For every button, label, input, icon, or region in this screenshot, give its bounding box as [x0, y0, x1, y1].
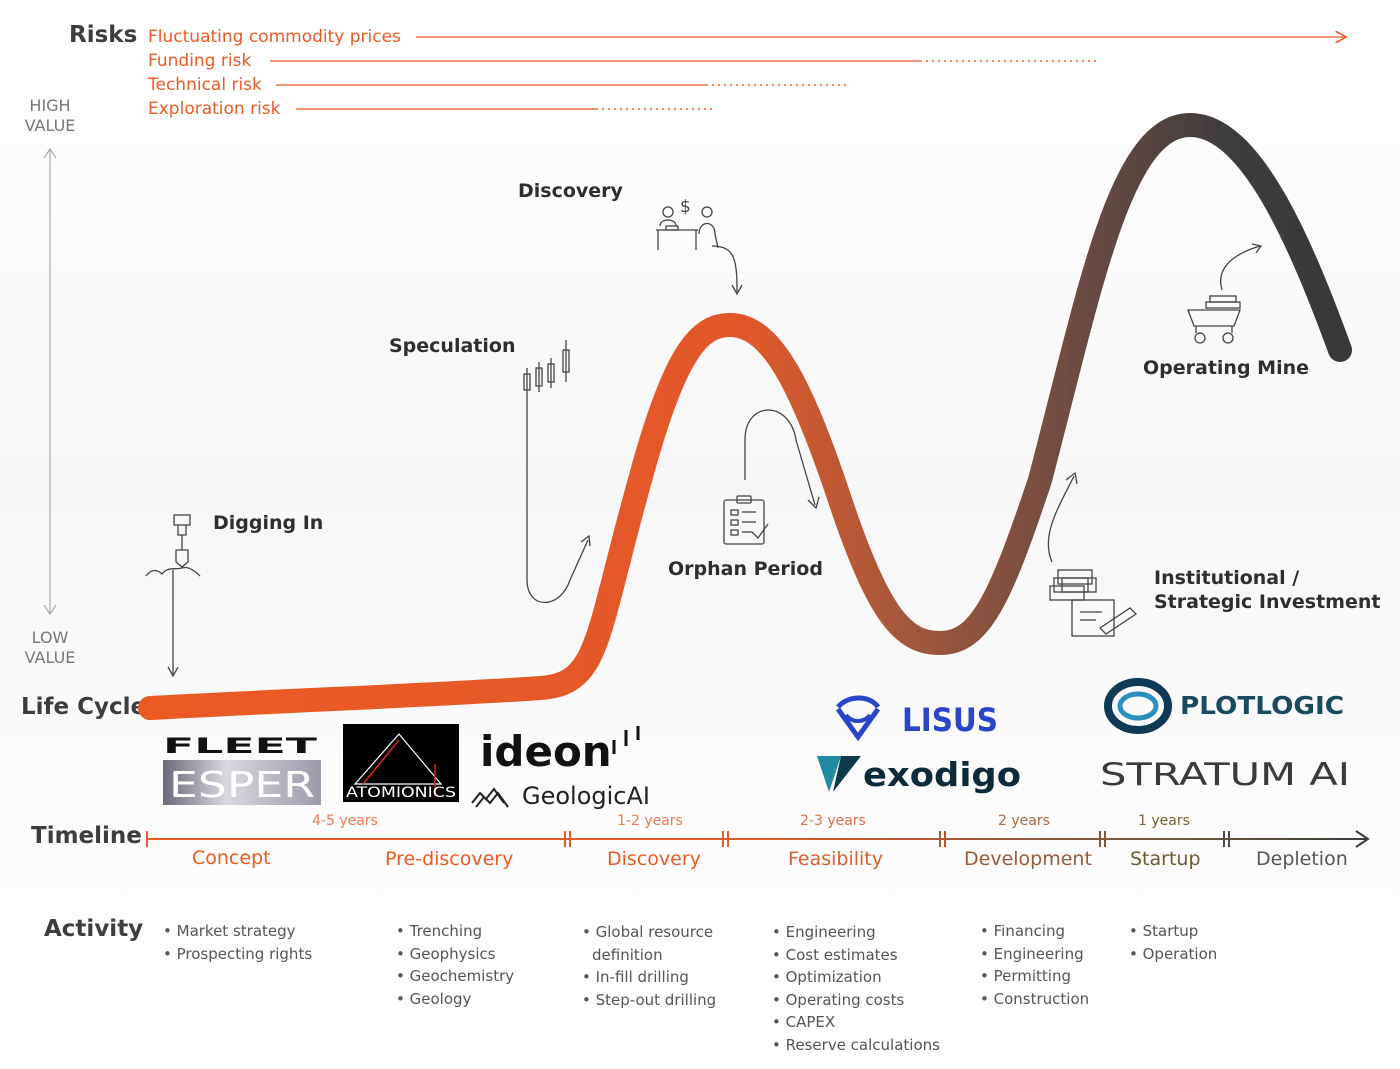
drill-icon — [145, 514, 201, 577]
activity-item: Trenching — [396, 920, 566, 943]
exodigo-logo: exodigo — [817, 755, 1021, 794]
svg-text:LISUS: LISUS — [902, 701, 998, 739]
activity-list-startup: Startup Operation — [1129, 920, 1249, 965]
svg-text:$: $ — [680, 197, 691, 217]
ideon-logo: ideon — [480, 726, 640, 772]
operating-arrow — [1220, 245, 1261, 291]
activity-item: Financing — [980, 920, 1120, 943]
phase-development: Development — [964, 848, 1092, 870]
phase-depletion: Depletion — [1256, 848, 1348, 870]
activity-item: Startup — [1129, 920, 1249, 943]
life-cycle-curve — [138, 112, 1352, 720]
duration-startup: 1 years — [1138, 813, 1190, 829]
stage-investment: Institutional / Strategic Investment — [1154, 567, 1381, 613]
meeting-icon — [656, 206, 719, 250]
phase-feasibility: Feasibility — [788, 848, 883, 870]
value-curve — [138, 112, 1352, 720]
fleet-logo: FLEET — [163, 734, 318, 757]
activity-item: Geology — [396, 988, 566, 1011]
svg-text:GeologicAI: GeologicAI — [522, 782, 650, 810]
activity-item: Geochemistry — [396, 965, 566, 988]
low-value-label: LOW VALUE — [24, 628, 76, 667]
activity-item: Construction — [980, 988, 1120, 1011]
svg-text:STRATUM AI: STRATUM AI — [1100, 757, 1350, 793]
activity-item: Prospecting rights — [163, 943, 353, 966]
orphan-loop-arrow — [744, 409, 816, 506]
high-value-label: HIGH VALUE — [24, 96, 76, 135]
risk-funding: Funding risk — [148, 51, 252, 71]
duration-discovery: 1-2 years — [617, 813, 683, 829]
esper-logo: ESPER — [163, 760, 321, 806]
stage-discovery: Discovery — [518, 180, 623, 202]
svg-text:ideon: ideon — [480, 727, 612, 772]
activity-list-development: Financing Engineering Permitting Constru… — [980, 920, 1120, 1010]
lisus-logo: LISUS — [835, 695, 998, 742]
activity-item: Operation — [1129, 943, 1249, 966]
svg-text:PLOTLOGIC: PLOTLOGIC — [1180, 691, 1344, 720]
activity-item: Permitting — [980, 965, 1120, 988]
activity-list-prediscovery: Trenching Geophysics Geochemistry Geolog… — [396, 920, 566, 1010]
svg-text:FLEET: FLEET — [163, 734, 318, 757]
speculation-arrow — [526, 398, 589, 604]
activity-list-concept: Market strategy Prospecting rights — [163, 920, 353, 965]
candlestick-icon — [523, 340, 570, 398]
svg-text:ATOMIONICS: ATOMIONICS — [346, 785, 456, 801]
risk-lines — [270, 0, 1400, 110]
phase-prediscovery: Pre-discovery — [385, 848, 514, 870]
stage-digging-in: Digging In — [213, 512, 324, 534]
activity-item: CAPEX — [772, 1011, 962, 1034]
svg-text:ESPER: ESPER — [169, 765, 315, 805]
mine-cart-icon — [1187, 295, 1241, 344]
timeline-axis — [146, 830, 1370, 848]
phase-concept: Concept — [192, 847, 271, 869]
duration-concept-prediscovery: 4-5 years — [312, 813, 378, 829]
risk-commodity-prices: Fluctuating commodity prices — [148, 27, 401, 47]
svg-text:exodigo: exodigo — [863, 755, 1021, 794]
phase-startup: Startup — [1130, 848, 1201, 870]
duration-feasibility: 2-3 years — [800, 813, 866, 829]
stage-orphan-period: Orphan Period — [668, 558, 823, 580]
money-stack-icon — [1049, 569, 1138, 637]
value-axis-arrow — [43, 147, 57, 616]
activity-item: Geophysics — [396, 943, 566, 966]
activity-item: Market strategy — [163, 920, 353, 943]
activity-item: Step-out drilling — [582, 989, 732, 1012]
activity-label: Activity — [44, 916, 144, 942]
risk-exploration: Exploration risk — [148, 99, 281, 119]
timeline-label: Timeline — [31, 823, 142, 849]
phase-discovery: Discovery — [607, 848, 701, 870]
atomionics-logo: ATOMIONICS — [343, 724, 459, 802]
investment-arrow — [1047, 475, 1075, 563]
activity-list-discovery: Global resource definition In-fill drill… — [582, 921, 732, 1011]
activity-list-feasibility: Engineering Cost estimates Optimization … — [772, 921, 962, 1056]
stage-speculation: Speculation — [389, 335, 516, 357]
activity-item: Optimization — [772, 966, 962, 989]
risk-technical: Technical risk — [148, 75, 262, 95]
geologicai-logo: GeologicAI — [471, 782, 650, 810]
activity-item: Cost estimates — [772, 944, 962, 967]
stage-operating-mine: Operating Mine — [1143, 357, 1309, 379]
activity-item: Engineering — [772, 921, 962, 944]
stratum-ai-logo: STRATUM AI — [1100, 757, 1350, 793]
activity-item: In-fill drilling — [582, 966, 732, 989]
plotlogic-logo: PLOTLOGIC — [1104, 678, 1344, 734]
stage-icons: $ — [145, 197, 1263, 678]
life-cycle-label: Life Cycle — [21, 694, 147, 720]
activity-item: Engineering — [980, 943, 1120, 966]
discovery-arrow — [711, 245, 738, 293]
activity-item: Operating costs — [772, 989, 962, 1012]
clipboard-icon — [723, 495, 769, 545]
activity-item: Reserve calculations — [772, 1034, 962, 1057]
activity-item: Global resource definition — [582, 921, 732, 966]
duration-development: 2 years — [998, 813, 1050, 829]
risks-label: Risks — [69, 22, 138, 48]
